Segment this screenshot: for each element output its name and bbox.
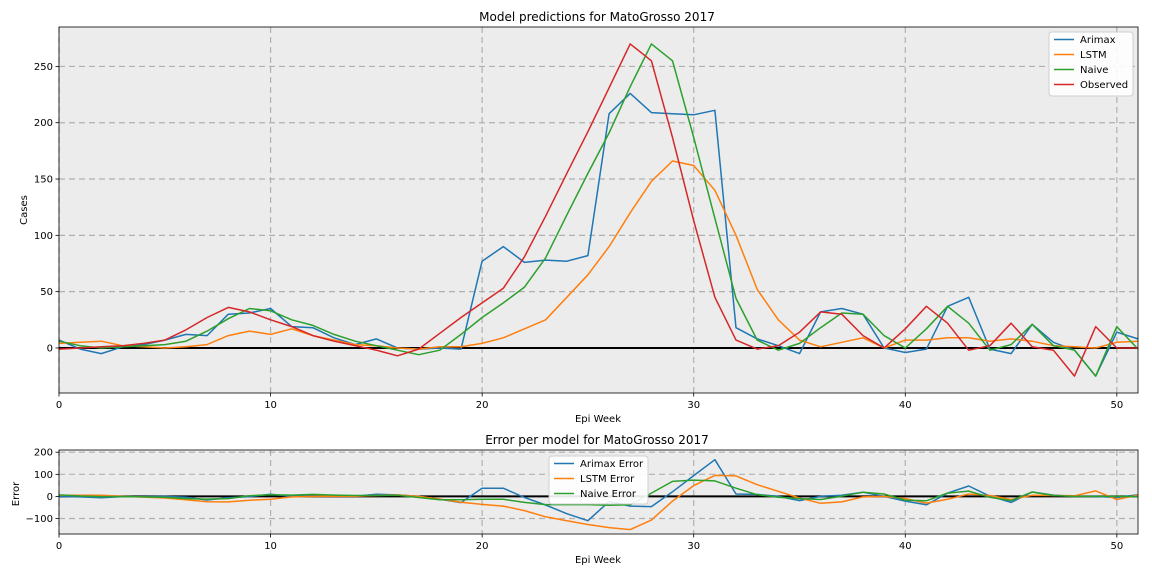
error-legend-box bbox=[548, 455, 649, 505]
error-x-axis-label: Epi Week bbox=[575, 555, 621, 566]
legend-label: LSTM Error bbox=[580, 474, 635, 485]
x-tick-label: 20 bbox=[476, 400, 489, 411]
y-tick-label: 100 bbox=[34, 231, 53, 242]
y-tick-label: 0 bbox=[47, 343, 53, 354]
y-tick-label: −100 bbox=[26, 514, 53, 525]
x-tick-label: 30 bbox=[687, 541, 700, 552]
predictions-y-ticks: 0 50 100 150 200 250 bbox=[34, 62, 59, 354]
legend-label: Naive bbox=[1080, 65, 1108, 76]
x-tick-label: 40 bbox=[899, 400, 912, 411]
legend-label: Observed bbox=[1080, 80, 1128, 91]
x-tick-label: 0 bbox=[56, 541, 62, 552]
error-series-group bbox=[58, 458, 1139, 531]
error-x-ticks: 0 10 20 30 40 50 bbox=[56, 534, 1123, 552]
predictions-chart-title: Model predictions for MatoGrosso 2017 bbox=[479, 10, 715, 24]
series-line-naive bbox=[58, 43, 1139, 377]
legend-label: LSTM bbox=[1080, 50, 1107, 61]
predictions-x-ticks: 0 10 20 30 40 50 bbox=[56, 393, 1123, 411]
y-tick-label: 0 bbox=[47, 492, 53, 503]
predictions-plot-frame bbox=[58, 26, 1139, 394]
error-y-ticks: −100 0 100 200 bbox=[26, 448, 59, 525]
y-tick-label: 250 bbox=[34, 62, 53, 73]
x-tick-label: 50 bbox=[1110, 541, 1123, 552]
x-tick-label: 50 bbox=[1110, 400, 1123, 411]
predictions-series-group bbox=[58, 43, 1139, 377]
y-tick-label: 200 bbox=[34, 448, 53, 459]
x-tick-label: 40 bbox=[899, 541, 912, 552]
legend-label: Arimax bbox=[1080, 35, 1116, 46]
legend-label: Naive Error bbox=[580, 489, 637, 500]
error-y-axis-label: Error bbox=[11, 481, 22, 506]
predictions-legend: Arimax LSTM Naive Observed bbox=[1048, 31, 1134, 97]
predictions-legend-box bbox=[1048, 31, 1134, 97]
series-line-observed bbox=[58, 43, 1138, 377]
x-tick-label: 30 bbox=[687, 400, 700, 411]
predictions-plot-area bbox=[59, 27, 1138, 393]
error-plot-frame bbox=[58, 449, 1139, 535]
predictions-y-axis-label: Cases bbox=[19, 195, 30, 225]
legend-label: Arimax Error bbox=[580, 459, 644, 470]
series-line-naive-error bbox=[58, 479, 1139, 507]
error-legend: Arimax Error LSTM Error Naive Error bbox=[548, 455, 649, 505]
predictions-x-axis-label: Epi Week bbox=[575, 414, 621, 425]
predictions-chart: Model predictions for MatoGrosso 2017 0 1… bbox=[19, 10, 1139, 425]
x-tick-label: 10 bbox=[264, 400, 277, 411]
y-tick-label: 200 bbox=[34, 118, 53, 129]
x-tick-label: 20 bbox=[476, 541, 489, 552]
error-chart-title: Error per model for MatoGrosso 2017 bbox=[485, 433, 709, 447]
y-tick-label: 150 bbox=[34, 175, 53, 186]
y-tick-label: 50 bbox=[40, 287, 53, 298]
y-tick-label: 100 bbox=[34, 470, 53, 481]
x-tick-label: 10 bbox=[264, 541, 277, 552]
series-line-lstm-error bbox=[59, 474, 1139, 531]
error-chart: Error per model for MatoGrosso 2017 0 10 2… bbox=[11, 433, 1139, 566]
x-tick-label: 0 bbox=[56, 400, 62, 411]
